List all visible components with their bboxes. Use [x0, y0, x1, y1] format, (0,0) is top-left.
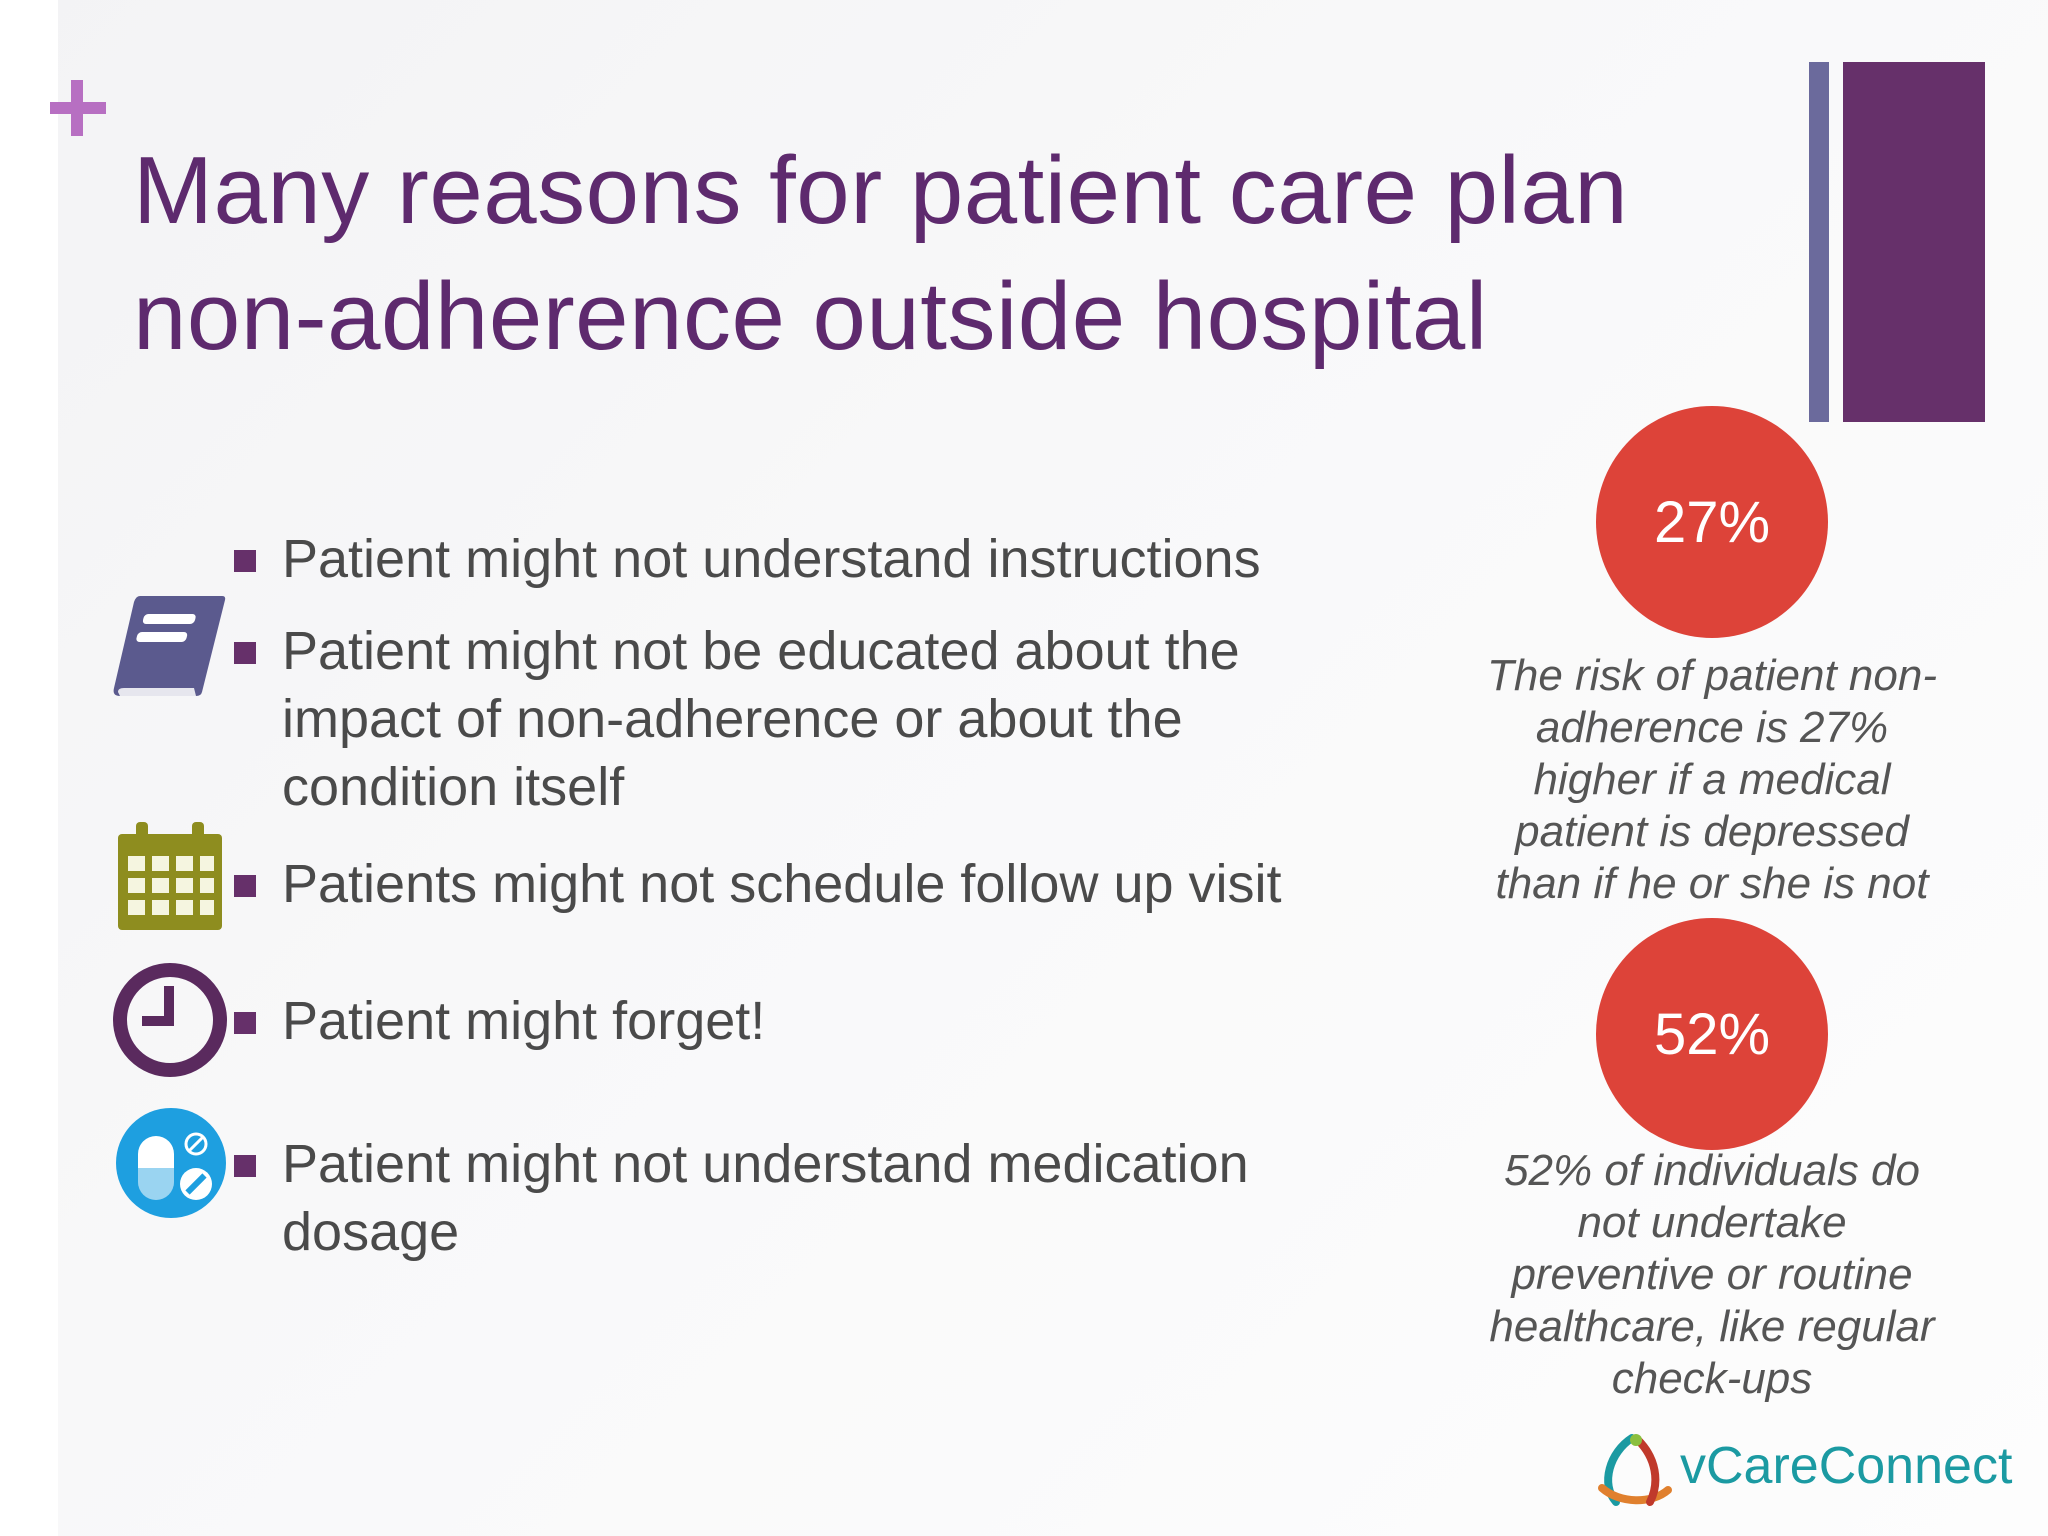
bullet-text: Patients might not schedule follow up vi…: [282, 854, 1282, 914]
plus-icon: [50, 80, 106, 136]
bullet-text-line-3: condition itself: [282, 757, 625, 817]
stat-description-27: The risk of patient non- adherence is 27…: [1442, 650, 1982, 910]
stat-circle-52: 52%: [1596, 918, 1828, 1150]
bullet-square: [234, 642, 256, 664]
stat-line: not undertake: [1577, 1198, 1847, 1247]
bullet-item-follow-up: Patients might not schedule follow up vi…: [234, 850, 1402, 918]
bullet-text-line-2: impact of non-adherence or about the: [282, 689, 1183, 749]
stat-value: 52%: [1653, 1001, 1771, 1067]
stat-line: than if he or she is not: [1495, 859, 1929, 908]
vcareconnect-logo: vCareConnect: [1590, 1432, 2013, 1512]
pills-icon: [116, 1108, 226, 1218]
stat-line: higher if a medical: [1533, 755, 1891, 804]
book-icon: [113, 596, 226, 696]
bullet-text: Patient might forget!: [282, 991, 766, 1051]
slide-title-line-1: Many reasons for patient care plan: [133, 137, 1629, 244]
stat-line: check-ups: [1611, 1354, 1813, 1403]
slide-title-line-2: non-adherence outside hospital: [133, 263, 1488, 370]
bullet-text-line-2: dosage: [282, 1202, 460, 1262]
slide-title: Many reasons for patient care plan non-a…: [133, 128, 1773, 380]
bullet-text-line-1: Patient might not understand medication: [282, 1134, 1249, 1194]
clock-icon: [113, 963, 227, 1077]
bullet-square: [234, 875, 256, 897]
accent-bar-thick: [1843, 62, 1985, 422]
stat-value: 27%: [1653, 489, 1771, 555]
bullet-item-education: Patient might not be educated about the …: [234, 617, 1402, 821]
bullet-square: [234, 1155, 256, 1177]
stat-line: adherence is 27%: [1535, 703, 1889, 752]
logo-mark-icon: [1598, 1434, 1672, 1506]
stat-circle-27: 27%: [1596, 406, 1828, 638]
bullet-square: [234, 1012, 256, 1034]
stat-description-52: 52% of individuals do not undertake prev…: [1442, 1145, 1982, 1405]
calendar-icon: [118, 822, 222, 930]
bullet-item-dosage: Patient might not understand medication …: [234, 1130, 1402, 1266]
accent-bar-thin: [1809, 62, 1829, 422]
stat-line: 52% of individuals do: [1504, 1146, 1920, 1195]
bullet-text-line-1: Patient might not be educated about the: [282, 621, 1240, 681]
bullet-item-instructions: Patient might not understand instruction…: [234, 525, 1402, 593]
bullet-square: [234, 550, 256, 572]
stat-line: The risk of patient non-: [1486, 651, 1937, 700]
bullet-text: Patient might not understand instruction…: [282, 529, 1261, 589]
logo-text: vCareConnect: [1680, 1437, 2013, 1495]
stat-line: preventive or routine: [1511, 1250, 1913, 1299]
bullet-item-forget: Patient might forget!: [234, 987, 1402, 1055]
stat-line: patient is depressed: [1515, 807, 1909, 856]
stat-line: healthcare, like regular: [1489, 1302, 1935, 1351]
left-margin-strip: [0, 0, 58, 1536]
